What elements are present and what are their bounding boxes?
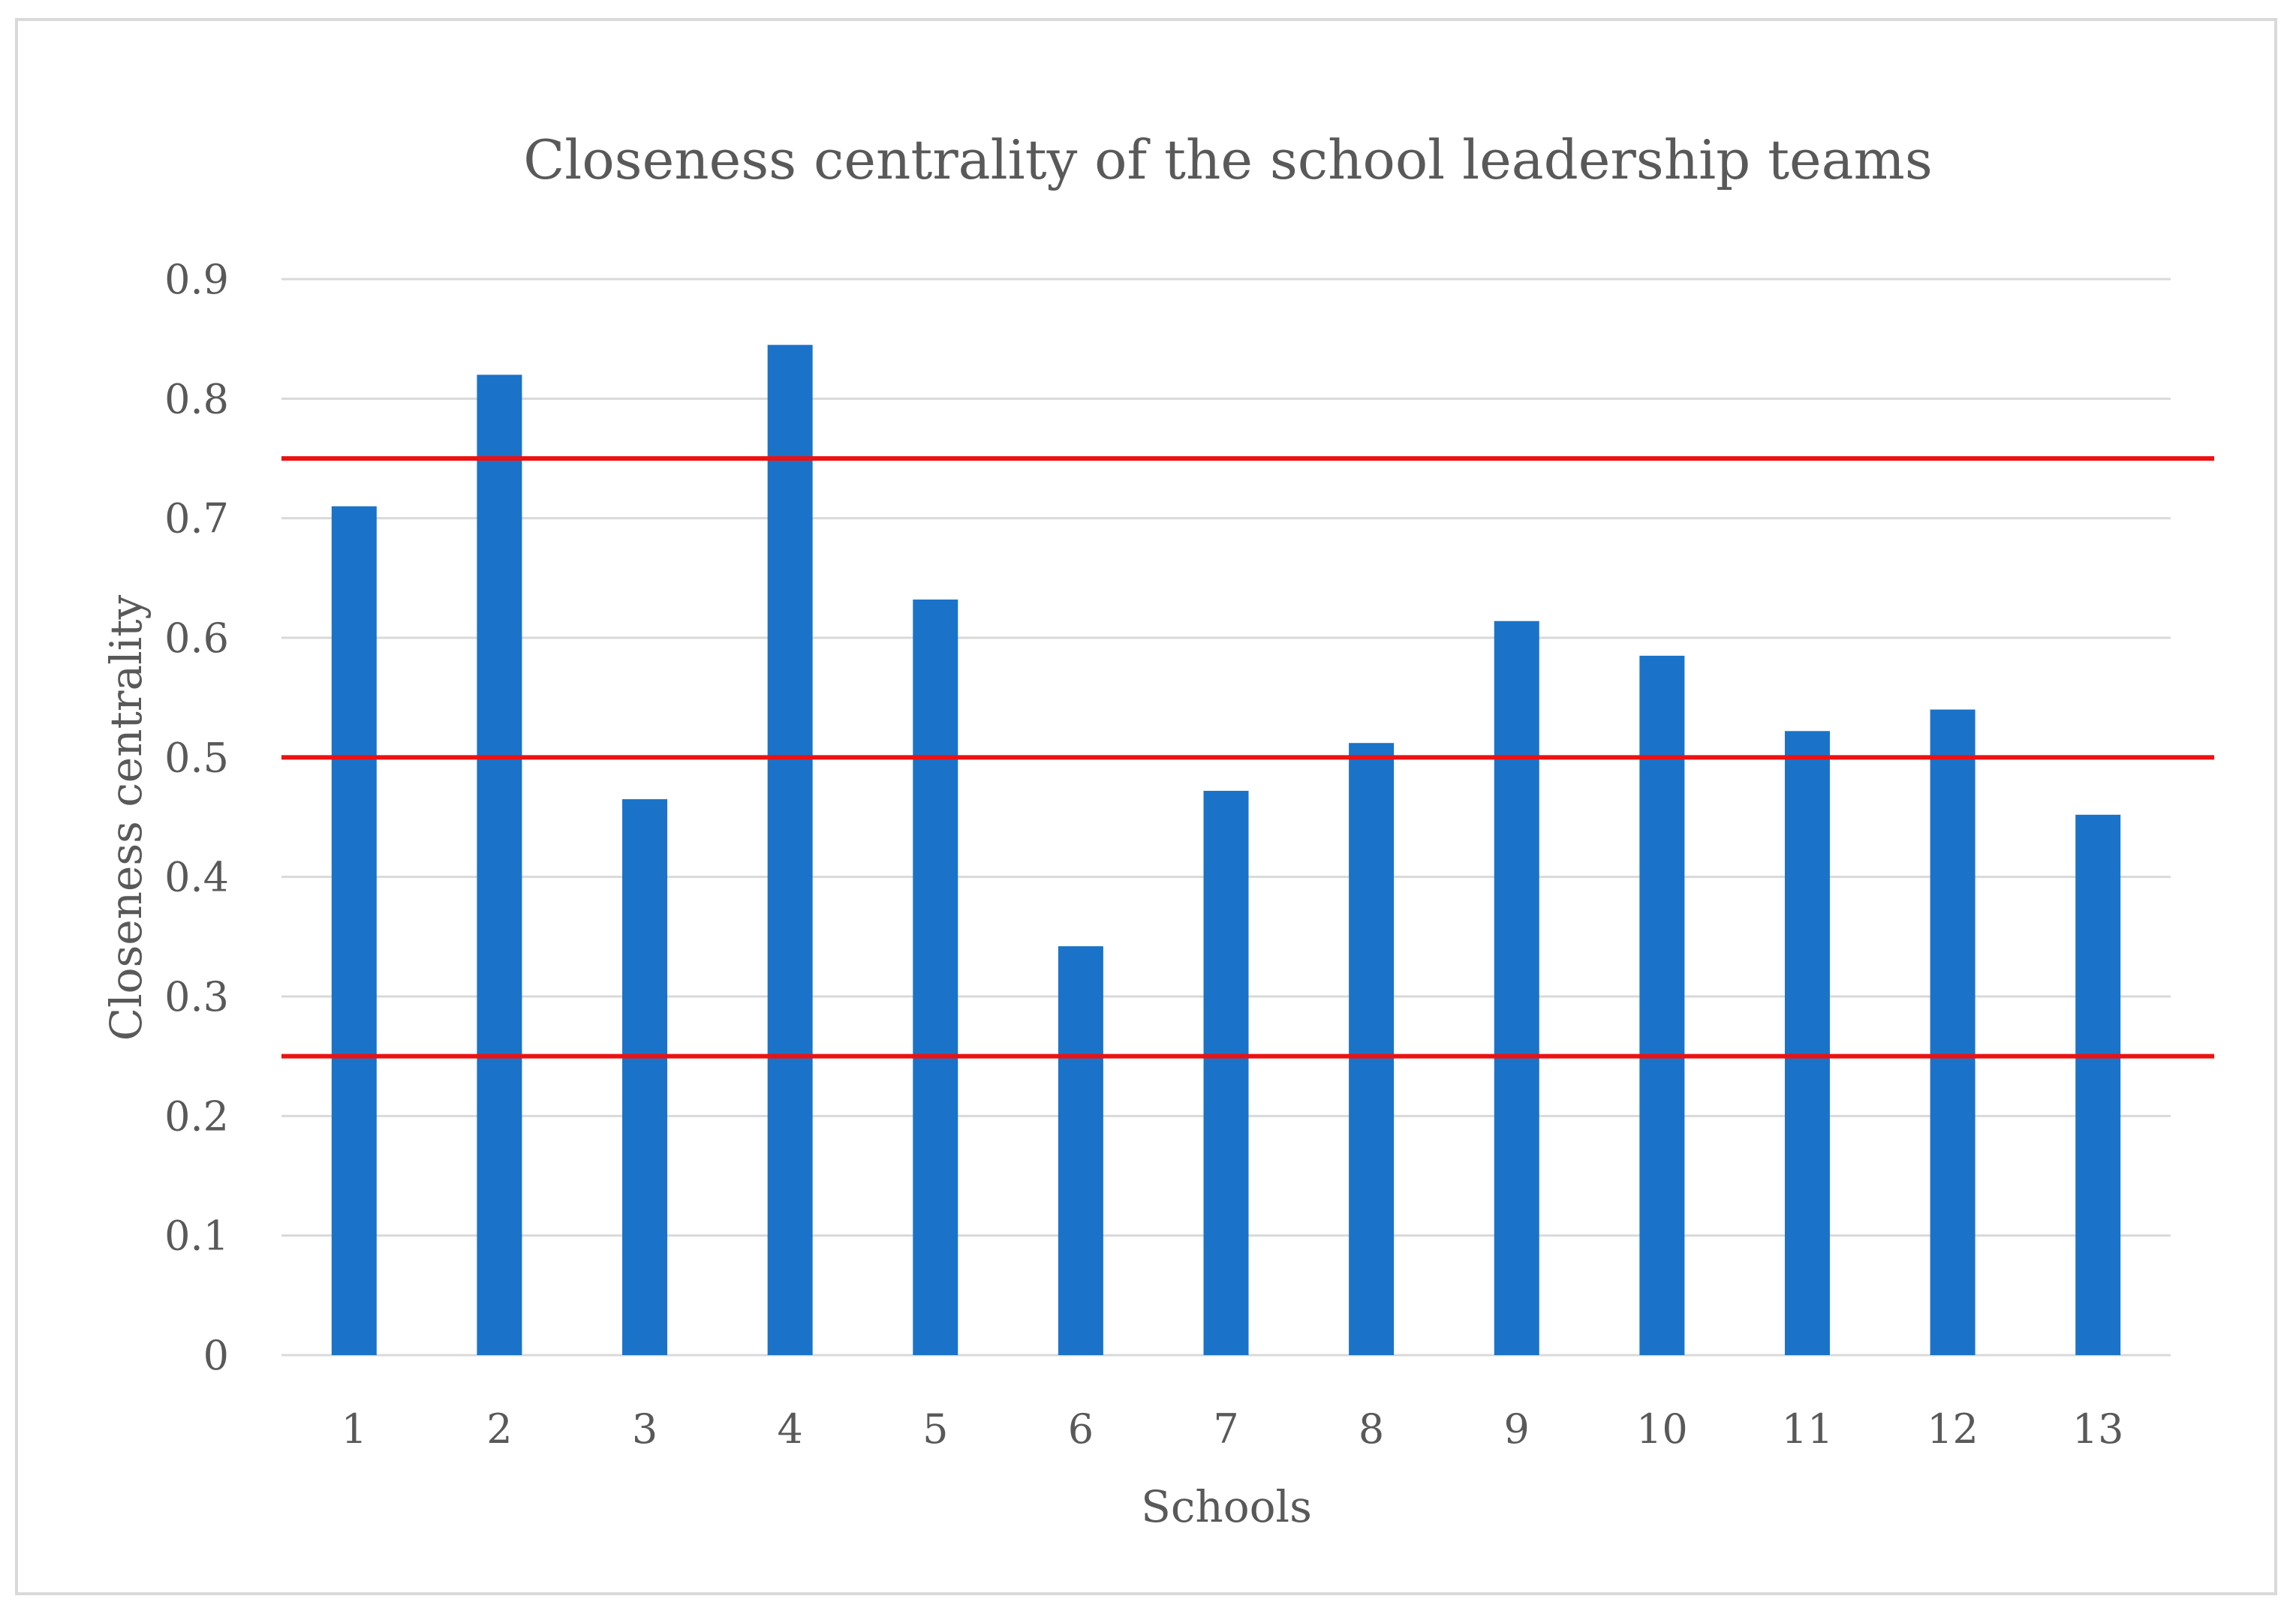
x-tick-label: 9 [1504,1405,1530,1453]
y-tick-label: 0.6 [164,615,229,662]
y-axis-label: Closeness centrality [101,595,152,1041]
bar [1203,790,1249,1355]
reference-lines [281,456,2214,1059]
x-tick-label: 1 [342,1405,367,1453]
x-tick-label: 10 [1636,1405,1688,1453]
chart-frame [15,18,2277,1595]
y-tick-label: 0.4 [164,854,229,901]
bar [331,506,377,1355]
bar [2075,814,2121,1355]
chart-title: Closeness centrality of the school leade… [523,128,1933,191]
y-tick-label: 0.5 [164,734,229,781]
y-tick-label: 0.1 [164,1213,229,1260]
bar [1930,709,1976,1355]
x-tick-label: 11 [1782,1405,1834,1453]
x-tick-label: 3 [632,1405,658,1453]
x-axis-label: Schools [1141,1481,1312,1532]
bar [1784,731,1830,1355]
y-tick-label: 0.3 [164,973,229,1020]
x-tick-label: 4 [777,1405,802,1453]
x-tick-label: 5 [922,1405,948,1453]
bar [1058,946,1103,1355]
y-tick-label: 0.9 [164,256,229,303]
y-tick-label: 0.2 [164,1093,229,1140]
x-tick-label: 6 [1068,1405,1094,1453]
y-tick-label: 0 [203,1332,229,1379]
bar [477,374,522,1355]
bar [1349,743,1395,1355]
bar [622,799,668,1355]
x-tick-label: 2 [486,1405,512,1453]
x-tick-label: 7 [1213,1405,1238,1453]
y-axis-ticks: 0 0.1 0.2 0.3 0.4 0.5 0.6 0.7 0.8 0.9 [164,256,229,1379]
x-tick-label: 8 [1359,1405,1384,1453]
bar [913,600,958,1355]
bars [331,344,2121,1356]
x-tick-label: 13 [2072,1405,2124,1453]
x-axis-ticks: 1 2 3 4 5 6 7 8 9 10 11 12 13 [342,1405,2124,1453]
x-tick-label: 12 [1927,1405,1979,1453]
bar [767,344,813,1356]
bar [1639,655,1685,1355]
y-tick-label: 0.8 [164,375,229,422]
bar [1494,621,1539,1355]
y-tick-label: 0.7 [164,495,229,543]
